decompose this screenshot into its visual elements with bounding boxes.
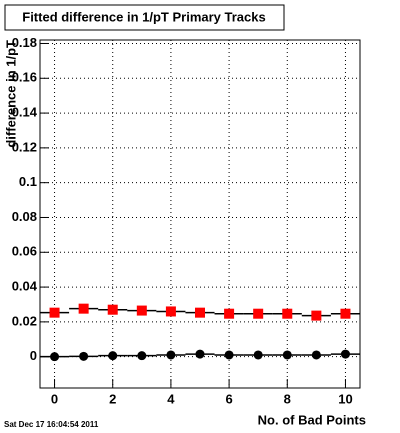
marker [49,307,60,318]
y-tick-label: 0 [30,348,37,363]
x-tick-label: 2 [109,391,116,406]
marker [136,305,147,316]
marker [166,350,176,360]
chart-title: Fitted difference in 1/pT Primary Tracks [22,9,265,24]
x-tick-label: 8 [284,391,291,406]
y-tick-label: 0.18 [12,35,37,50]
y-tick-label: 0.1 [19,174,37,189]
y-tick-label: 0.14 [12,105,38,120]
marker [224,350,234,360]
y-axis-label: difference in 1/pT [3,40,18,148]
y-tick-label: 0.04 [12,279,38,294]
marker [195,349,205,359]
marker [78,303,89,314]
marker [340,349,350,359]
y-tick-label: 0.08 [12,209,37,224]
marker [79,351,89,361]
marker [311,350,321,360]
marker [282,308,293,319]
timestamp: Sat Dec 17 16:04:54 2011 [4,420,99,429]
marker [108,351,118,361]
marker [340,308,351,319]
x-tick-label: 10 [338,391,352,406]
title-box [4,4,285,31]
marker [107,304,118,315]
y-tick-label: 0.16 [12,70,37,85]
x-tick-label: 4 [167,391,175,406]
plot-frame [39,39,361,389]
marker [282,350,292,360]
y-tick-label: 0.12 [12,139,37,154]
marker [253,308,264,319]
marker [137,351,147,361]
marker [165,306,176,317]
marker [311,310,322,321]
marker [224,308,235,319]
x-tick-label: 6 [225,391,232,406]
x-tick-label: 0 [51,391,58,406]
marker [195,307,205,318]
y-tick-label: 0.02 [12,313,37,328]
x-axis-label: No. of Bad Points [258,412,366,427]
marker [50,352,60,362]
marker [253,350,263,360]
y-tick-label: 0.06 [12,244,37,259]
